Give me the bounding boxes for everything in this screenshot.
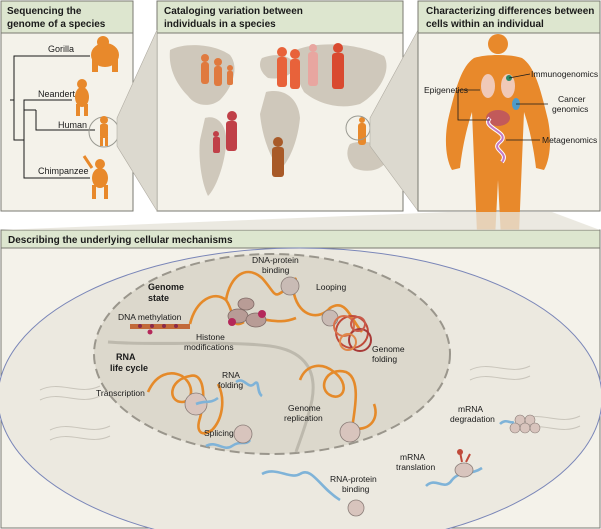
cataloging-title-1: Cataloging variation between [164, 6, 303, 17]
nucleus [93, 253, 451, 455]
sequencing-title-1: Sequencing the [7, 6, 82, 17]
label-chimpanzee: Chimpanzee [38, 166, 89, 176]
rna-binding-protein [347, 499, 365, 517]
label-transcription: Transcription [96, 388, 145, 398]
looping-protein [321, 309, 339, 327]
nucleus-subregion-line [107, 340, 315, 453]
label-epigenetics: Epigenetics [424, 85, 468, 95]
label-dna-protein-1: DNA-protein [252, 255, 299, 265]
label-histone-2: modifications [184, 342, 234, 352]
label-metagenomics: Metagenomics [542, 135, 597, 145]
human-organs [481, 74, 520, 164]
human-silhouette-small [100, 116, 108, 146]
rna-strands [195, 379, 483, 502]
ribosome [454, 449, 474, 478]
genome-folding-knot [333, 315, 372, 352]
phylogenetic-tree [10, 55, 95, 179]
human-figure-large [445, 34, 551, 258]
label-looping: Looping [316, 282, 347, 292]
zoom-wedge [1, 212, 600, 230]
cataloging-title-2: individuals in a species [164, 19, 276, 30]
label-genome-state-1: Genome [148, 282, 184, 292]
label-gorilla: Gorilla [48, 44, 74, 54]
label-cancer-genomics-2: genomics [552, 104, 588, 114]
characterizing-callouts [457, 73, 548, 141]
neandertal-silhouette [75, 79, 89, 116]
label-genome-folding-2: folding [372, 354, 397, 364]
dna-methylation-segment [130, 324, 190, 335]
label-genome-replication-1: Genome [288, 403, 321, 413]
label-rna-protein-1: RNA-protein [330, 474, 377, 484]
exosome [509, 414, 541, 434]
label-mrna-degradation-2: degradation [450, 414, 495, 424]
label-immunogenomics: Immunogenomics [531, 69, 598, 79]
chimpanzee-silhouette [82, 155, 108, 199]
histones [227, 297, 267, 328]
label-mrna-degradation-1: mRNA [458, 404, 483, 414]
panel-connectors [116, 29, 419, 213]
label-rna-folding-1: RNA [222, 370, 240, 380]
label-rna-folding-2: folding [218, 380, 243, 390]
label-human: Human [58, 120, 87, 130]
label-dna-protein-2: binding [262, 265, 290, 275]
label-genome-replication-2: replication [284, 413, 323, 423]
panel-characterizing: Characterizing differences between cells… [417, 0, 601, 258]
spliceosome [233, 424, 253, 444]
label-rna-cycle-1: RNA [116, 352, 136, 362]
dna-binding-protein [280, 276, 300, 296]
degraded-mrna [499, 419, 515, 425]
label-cancer-genomics-1: Cancer [558, 94, 586, 104]
mechanisms-title: Describing the underlying cellular mecha… [8, 235, 233, 246]
panel-mechanisms: Describing the underlying cellular mecha… [0, 212, 601, 529]
characterizing-title-1: Characterizing differences between [426, 6, 594, 17]
panel-sequencing: Sequencing the genome of a species Goril… [0, 0, 134, 212]
label-neandertal: Neandertal [38, 89, 82, 99]
population-silhouettes [201, 43, 366, 177]
label-mrna-translation-2: translation [396, 462, 435, 472]
panel-cataloging: Cataloging variation between individuals… [156, 0, 404, 212]
sequencing-title-2: genome of a species [7, 19, 106, 30]
label-genome-state-2: state [148, 293, 169, 303]
label-genome-folding-1: Genome [372, 344, 405, 354]
label-rna-cycle-2: life cycle [110, 363, 148, 373]
label-rna-protein-2: binding [342, 484, 370, 494]
dna-polymerase [339, 421, 361, 443]
label-histone-1: Histone [196, 332, 225, 342]
label-splicing: Splicing [204, 428, 234, 438]
gorilla-silhouette [91, 36, 119, 72]
characterizing-title-2: cells within an individual [426, 19, 544, 30]
label-mrna-translation-1: mRNA [400, 452, 425, 462]
label-dna-methylation: DNA methylation [118, 312, 182, 322]
